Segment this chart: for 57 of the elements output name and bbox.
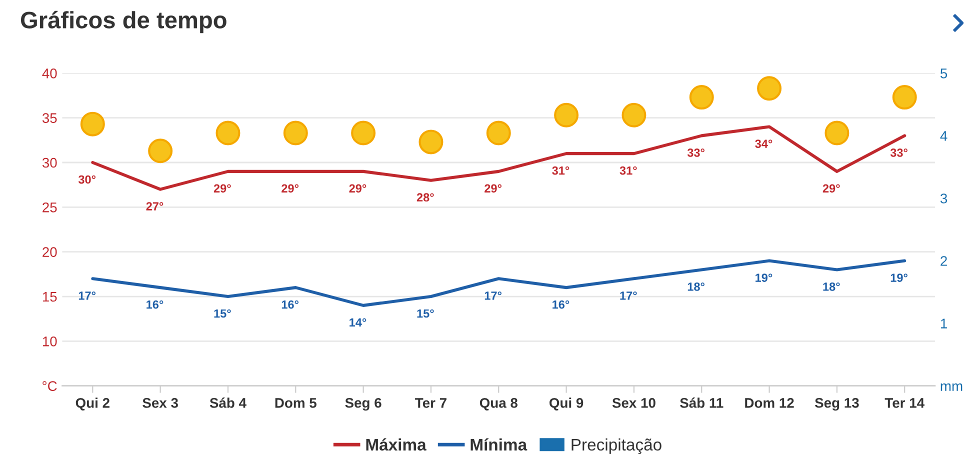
y-tick-label: °C	[42, 381, 57, 392]
x-tick-label: Sex 10	[612, 398, 656, 408]
data-label: 30°	[78, 175, 96, 184]
x-tick-label: Ter 7	[415, 398, 446, 408]
y-tick-label: 10	[42, 336, 57, 346]
legend-label: Mínima	[470, 438, 528, 451]
chart-title: Gráficos de tempo	[20, 10, 226, 34]
x-tick-label: Sex 3	[142, 398, 178, 408]
y2-tick-label: mm	[940, 383, 962, 391]
y2-tick-label: 3	[940, 194, 948, 204]
data-label: 17°	[620, 291, 637, 300]
data-label: 33°	[687, 148, 704, 157]
x-tick-label: Sáb 11	[680, 398, 724, 408]
y-tick-label: 25	[42, 202, 57, 212]
y-tick-label: 30	[42, 158, 57, 168]
x-tick-label: Dom 12	[745, 398, 794, 408]
data-label: 34°	[755, 140, 772, 148]
x-tick-label: Seg 13	[814, 398, 859, 411]
data-label: 16°	[282, 300, 299, 309]
data-label: 27°	[146, 202, 164, 210]
y2-tick-label: 4	[940, 131, 948, 141]
data-label: 19°	[890, 274, 908, 282]
y2-tick-label: 2	[940, 256, 947, 266]
y2-tick-label: 1	[940, 318, 947, 328]
data-label: 29°	[282, 184, 299, 193]
x-tick-label: Qua 8	[480, 398, 518, 410]
data-label: 29°	[349, 184, 366, 193]
data-label: 31°	[552, 166, 570, 175]
data-label: 29°	[484, 184, 502, 193]
y-tick-label: 20	[42, 247, 57, 258]
x-tick-label: Dom 5	[275, 398, 316, 408]
x-tick-label: Ter 14	[884, 398, 924, 408]
data-label: 15°	[214, 309, 231, 318]
data-label: 18°	[823, 282, 840, 291]
y-tick-label: 15	[42, 292, 57, 302]
data-label: 18°	[688, 282, 704, 291]
data-label: 16°	[552, 300, 570, 309]
data-label: 33°	[890, 148, 908, 157]
data-label: 19°	[756, 274, 772, 282]
data-label: 17°	[78, 291, 96, 300]
data-label: 16°	[146, 300, 164, 309]
x-tick-label: Qui 2	[76, 398, 110, 410]
x-tick-label: Sáb 4	[210, 398, 246, 408]
data-label: 29°	[822, 184, 840, 193]
data-label: 29°	[214, 184, 231, 193]
y-tick-label: 40	[42, 68, 57, 78]
data-label: 31°	[620, 166, 637, 175]
legend-label: Precipitação	[572, 438, 662, 454]
y-tick-label: 35	[42, 113, 57, 123]
data-label: 15°	[417, 309, 434, 318]
y2-tick-label: 5	[940, 68, 948, 78]
data-label: 17°	[484, 291, 502, 300]
legend-label: Máxima	[366, 438, 426, 451]
x-tick-label: Qui 9	[550, 398, 584, 410]
data-label: 28°	[416, 193, 434, 202]
x-tick-label: Seg 6	[345, 398, 382, 411]
data-label: 14°	[350, 318, 366, 326]
